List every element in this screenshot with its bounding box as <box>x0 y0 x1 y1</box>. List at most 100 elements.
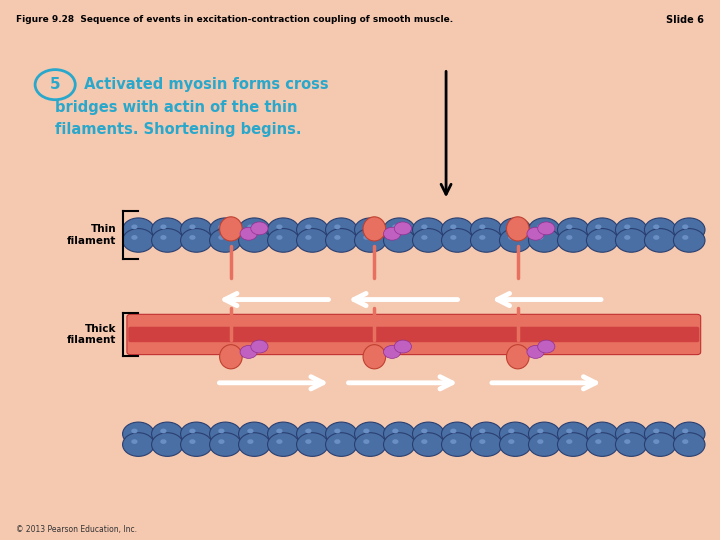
Circle shape <box>238 422 270 446</box>
Circle shape <box>363 439 369 444</box>
Circle shape <box>508 439 515 444</box>
Circle shape <box>644 422 676 446</box>
Circle shape <box>122 218 154 241</box>
Circle shape <box>276 429 282 433</box>
Circle shape <box>161 235 166 240</box>
Ellipse shape <box>363 345 386 369</box>
Ellipse shape <box>220 217 242 241</box>
Circle shape <box>421 225 428 229</box>
Circle shape <box>189 225 196 229</box>
Circle shape <box>181 433 212 456</box>
Circle shape <box>480 439 485 444</box>
Circle shape <box>247 225 253 229</box>
Circle shape <box>682 439 688 444</box>
Text: Figure 9.28  Sequence of events in excitation-contraction coupling of smooth mus: Figure 9.28 Sequence of events in excita… <box>16 15 453 24</box>
Circle shape <box>587 422 618 446</box>
Circle shape <box>131 235 138 240</box>
Ellipse shape <box>506 217 529 241</box>
Circle shape <box>384 346 401 359</box>
Circle shape <box>616 433 647 456</box>
Circle shape <box>334 225 341 229</box>
Circle shape <box>181 422 212 446</box>
Circle shape <box>413 218 444 241</box>
Circle shape <box>616 422 647 446</box>
Circle shape <box>480 225 485 229</box>
Text: Thin
filament: Thin filament <box>67 224 116 246</box>
Circle shape <box>268 422 299 446</box>
Circle shape <box>325 228 357 252</box>
Circle shape <box>384 227 401 240</box>
Circle shape <box>334 429 341 433</box>
Circle shape <box>673 422 705 446</box>
Circle shape <box>276 235 282 240</box>
Circle shape <box>268 228 299 252</box>
Circle shape <box>240 227 257 240</box>
Circle shape <box>247 429 253 433</box>
Circle shape <box>210 422 241 446</box>
Text: Activated myosin forms cross: Activated myosin forms cross <box>79 77 328 92</box>
Circle shape <box>557 218 589 241</box>
Text: 5: 5 <box>50 77 60 92</box>
Circle shape <box>441 228 473 252</box>
Circle shape <box>354 218 386 241</box>
Circle shape <box>305 225 312 229</box>
Circle shape <box>189 429 196 433</box>
Circle shape <box>218 429 225 433</box>
Circle shape <box>305 235 312 240</box>
Circle shape <box>276 439 282 444</box>
Circle shape <box>189 235 196 240</box>
Circle shape <box>131 429 138 433</box>
Circle shape <box>480 235 485 240</box>
Circle shape <box>528 218 560 241</box>
Circle shape <box>441 433 473 456</box>
Circle shape <box>161 429 166 433</box>
Circle shape <box>122 422 154 446</box>
Circle shape <box>566 235 572 240</box>
Circle shape <box>595 225 601 229</box>
Circle shape <box>251 340 268 353</box>
FancyBboxPatch shape <box>129 437 698 448</box>
Ellipse shape <box>506 345 529 369</box>
Circle shape <box>587 228 618 252</box>
Circle shape <box>644 228 676 252</box>
Circle shape <box>480 429 485 433</box>
Circle shape <box>384 433 415 456</box>
Circle shape <box>470 228 502 252</box>
Circle shape <box>325 433 357 456</box>
Circle shape <box>528 433 560 456</box>
Circle shape <box>161 225 166 229</box>
Circle shape <box>508 225 515 229</box>
Circle shape <box>238 218 270 241</box>
Circle shape <box>395 340 411 353</box>
Circle shape <box>538 340 555 353</box>
Circle shape <box>673 218 705 241</box>
Text: © 2013 Pearson Education, Inc.: © 2013 Pearson Education, Inc. <box>16 525 137 534</box>
Circle shape <box>131 439 138 444</box>
Circle shape <box>673 433 705 456</box>
Circle shape <box>218 235 225 240</box>
Circle shape <box>500 422 531 446</box>
Circle shape <box>131 225 138 229</box>
Ellipse shape <box>363 217 386 241</box>
Circle shape <box>247 439 253 444</box>
Circle shape <box>421 439 428 444</box>
Circle shape <box>624 429 631 433</box>
Circle shape <box>413 228 444 252</box>
Circle shape <box>624 235 631 240</box>
Circle shape <box>653 429 660 433</box>
Circle shape <box>450 429 456 433</box>
Text: Slide 6: Slide 6 <box>667 15 704 25</box>
Circle shape <box>276 225 282 229</box>
Circle shape <box>470 433 502 456</box>
Circle shape <box>122 228 154 252</box>
Circle shape <box>268 433 299 456</box>
Circle shape <box>297 422 328 446</box>
Circle shape <box>500 433 531 456</box>
Circle shape <box>557 433 589 456</box>
Circle shape <box>500 218 531 241</box>
Circle shape <box>595 429 601 433</box>
FancyBboxPatch shape <box>128 327 699 342</box>
Circle shape <box>682 235 688 240</box>
Circle shape <box>152 422 183 446</box>
Circle shape <box>210 228 241 252</box>
